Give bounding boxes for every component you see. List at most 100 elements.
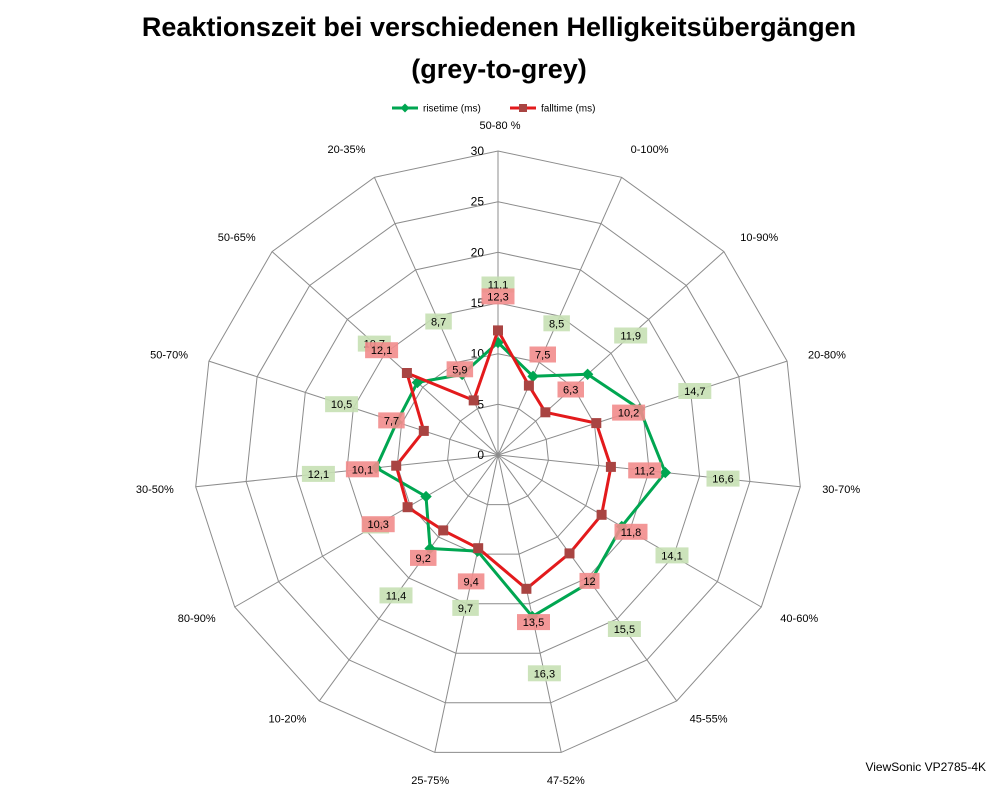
category-label: 0-100% [631,144,669,156]
data-point [540,407,551,418]
data-label-text: 10,3 [367,519,388,531]
data-label: 5,9 [446,361,474,378]
category-labels: 50-80 % 0-100% 10-90% 20-80% 30-70% 40-60% 45-… [136,120,860,786]
data-label-bg [655,547,689,564]
data-label-text: 16,3 [534,668,555,680]
data-label: 9,7 [452,599,479,616]
data-label-bg [446,361,474,378]
data-label: 9,4 [457,573,485,590]
data-label-bg [425,313,452,330]
legend-marker [519,104,527,112]
data-label-text: 8,7 [431,317,446,329]
data-label-text: 9,4 [463,576,478,588]
data-label: 13,5 [517,614,550,631]
radar-grid [195,150,801,753]
radial-tick-label: 20 [471,245,485,259]
data-point [402,502,413,513]
data-point [591,418,602,429]
data-label-text: 11,9 [620,331,641,343]
data-point [418,425,429,436]
data-label-text: 12,1 [371,345,392,357]
data-label: 10,3 [361,516,395,533]
data-point [391,460,402,471]
grid-ring [396,353,600,555]
category-label: 30-50% [136,484,174,496]
grid-ring [195,150,801,753]
data-label: 12,1 [365,342,399,359]
radial-tick-label: 5 [477,397,484,411]
data-label: 12,3 [481,288,515,305]
data-label-bg [361,516,395,533]
data-label-bg [614,523,648,540]
data-label-text: 15,5 [614,624,635,636]
data-label-bg [628,462,662,479]
legend-marker [400,103,410,113]
data-label-bg [325,396,359,413]
data-label-bg [378,412,405,429]
data-label-text: 13,5 [523,617,544,629]
data-label-bg [410,549,437,566]
data-label-bg [529,346,556,363]
data-label: 14,7 [678,383,712,399]
data-point [493,325,503,336]
legend-label: risetime (ms) [423,104,481,115]
radial-tick-label: 10 [471,347,485,361]
data-label-text: 7,5 [535,350,550,362]
data-label-bg [579,572,600,589]
data-label-text: 7,7 [384,415,399,427]
data-point [581,368,594,381]
data-label: 9,2 [410,549,437,566]
category-label: 40-60% [780,613,818,625]
data-label-text: 14,7 [684,386,705,398]
category-label: 50-65% [218,232,256,244]
category-label: 10-90% [740,232,778,244]
radial-tick-label: 30 [471,144,485,158]
grid-spoke [497,251,725,456]
legend-item-risetime: risetime (ms) [392,103,481,115]
data-point [605,461,616,472]
data-label: 11,2 [628,462,662,479]
data-label-bg [614,327,648,344]
legend-label: falltime (ms) [541,104,595,115]
data-label: 10,1 [345,461,379,478]
category-label: 25-75% [411,775,449,786]
series-line [374,341,667,619]
data-label: 12 [579,572,600,589]
data-label: 8,7 [425,313,452,330]
radial-tick-label: 25 [471,195,485,209]
data-point [401,368,412,378]
data-point [438,525,449,536]
watermark: ViewSonic VP2785-4K [865,760,986,774]
data-label-bg [452,599,479,616]
data-label: 11,9 [614,327,648,344]
data-label-text: 14,1 [661,550,682,562]
data-label: 10,5 [325,396,359,413]
data-label: 16,3 [527,665,561,682]
data-label-text: 12,3 [487,291,508,303]
category-label: 80-90% [178,613,216,625]
radial-tick-label: 15 [471,296,485,310]
data-labels: 11,18,511,914,716,614,115,516,39,711,48,… [301,276,740,682]
data-label-text: 16,6 [712,474,733,486]
data-point [523,380,534,391]
radial-tick-labels: 0 5 10 15 20 25 30 [471,144,485,462]
data-label-bg [345,461,379,478]
chart-title-line1: Reaktionszeit bei verschiedenen Helligke… [141,12,857,42]
series-risetime [370,336,671,623]
data-label-text: 12 [583,576,595,588]
legend-item-falltime: falltime (ms) [510,104,595,115]
data-label-text: 6,3 [563,385,578,397]
data-label-text: 9,7 [458,603,473,615]
data-label-bg [517,614,550,631]
data-point [521,583,532,594]
category-label: 10-20% [268,714,306,726]
data-label-bg [706,470,740,487]
data-point [468,395,479,406]
category-label: 47-52% [547,775,585,786]
category-label: 50-70% [150,349,188,361]
data-label-text: 10,1 [352,464,373,476]
data-point [659,466,671,479]
data-label-text: 11,8 [621,527,642,539]
chart-title-line2: (grey-to-grey) [411,54,587,84]
